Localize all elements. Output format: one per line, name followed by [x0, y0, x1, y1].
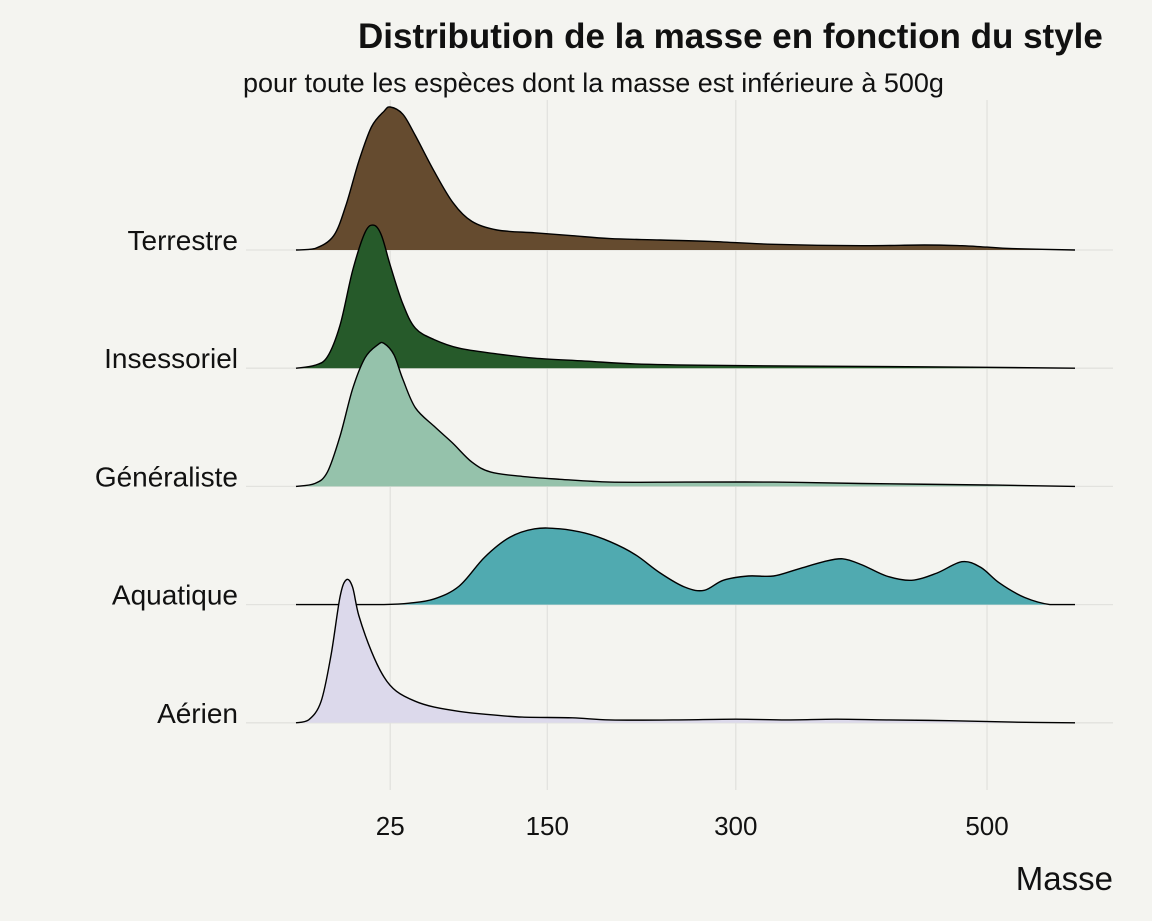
chart-subtitle: pour toute les espèces dont la masse est…	[243, 68, 944, 98]
category-label: Généraliste	[95, 461, 238, 492]
ridges	[295, 106, 1076, 724]
ridge-area	[296, 527, 1075, 605]
category-label: Aquatique	[112, 580, 238, 611]
ridge-area	[296, 106, 1075, 250]
x-axis-label: Masse	[1016, 860, 1113, 897]
category-labels: Terrestre Insessoriel Généraliste Aquatique…	[95, 225, 238, 729]
category-label: Terrestre	[128, 225, 238, 256]
ridge-outline	[295, 224, 1076, 369]
ridge-outline	[296, 527, 1075, 606]
category-label: Aérien	[157, 698, 238, 729]
ridge-area	[296, 342, 1075, 487]
x-tick-label: 500	[965, 811, 1008, 841]
ridge-outline	[295, 341, 1076, 488]
ridge-outline	[295, 106, 1076, 251]
x-tick-label: 25	[376, 811, 405, 841]
chart-title: Distribution de la masse en fonction du …	[358, 17, 1103, 56]
ridge-area	[296, 579, 1075, 723]
category-label: Insessoriel	[104, 343, 238, 374]
x-tick-labels: 25 150 300 500	[376, 811, 1009, 841]
x-tick-label: 300	[714, 811, 757, 841]
ridge-outline	[295, 578, 1076, 724]
x-tick-label: 150	[526, 811, 569, 841]
